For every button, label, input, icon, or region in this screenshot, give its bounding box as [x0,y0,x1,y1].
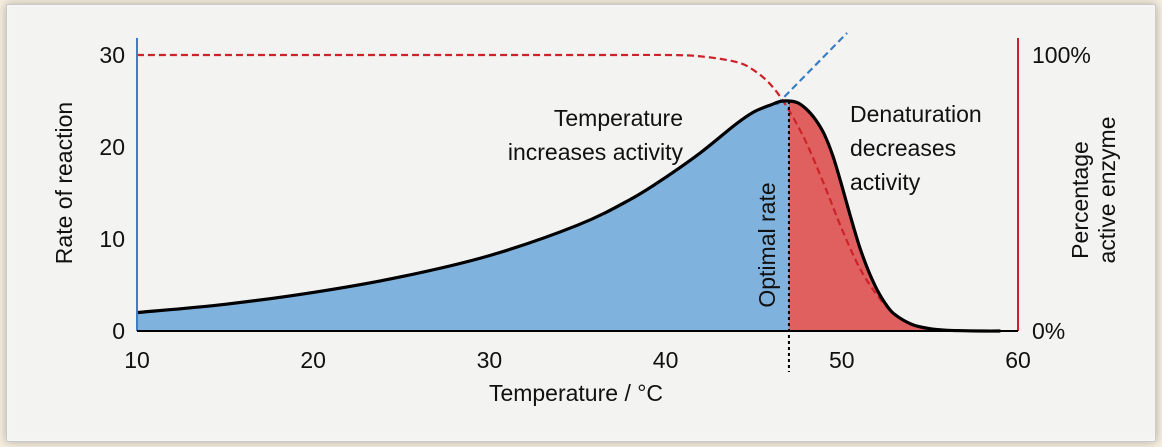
x-tick-label: 20 [300,347,326,373]
rate-curve [136,99,1001,333]
x-tick-label: 30 [477,347,503,373]
tick-labels: 10 20 30 40 50 60 0 10 20 30 0% 100% [99,42,1090,373]
shaded-regions [137,100,1001,332]
rising-region-fill [137,100,789,331]
fall-annotation-line-1: Denaturation [850,101,982,127]
y2-axis-title-line-1: Percentage [1067,141,1093,259]
rise-annotation-line-1: Temperature [554,105,683,131]
y2-axis-title-line-2: active enzyme [1094,116,1120,263]
y-tick-label: 30 [99,42,125,68]
axes [136,38,1019,332]
x-tick-label: 40 [653,347,679,373]
x-tick-label: 60 [1005,347,1031,373]
extrapolated-rate-dashed-line [775,32,848,106]
y-axis-title: Rate of reaction [51,102,77,264]
rise-annotation-line-2: increases activity [508,139,684,165]
y-tick-label: 20 [99,134,125,160]
y2-tick-label: 100% [1032,42,1091,68]
fall-annotation-line-3: activity [850,169,921,195]
x-axis-title: Temperature / °C [489,380,663,406]
rate-curve-layer [136,99,1001,333]
y2-tick-label: 0% [1032,318,1065,344]
y-tick-label: 10 [99,226,125,252]
y-tick-label: 0 [112,318,125,344]
fall-annotation-line-2: decreases [850,135,956,161]
optimal-rate-label: Optimal rate [754,182,780,307]
denaturation-region-fill [788,101,1001,332]
x-tick-label: 50 [829,347,855,373]
x-tick-label: 10 [124,347,150,373]
